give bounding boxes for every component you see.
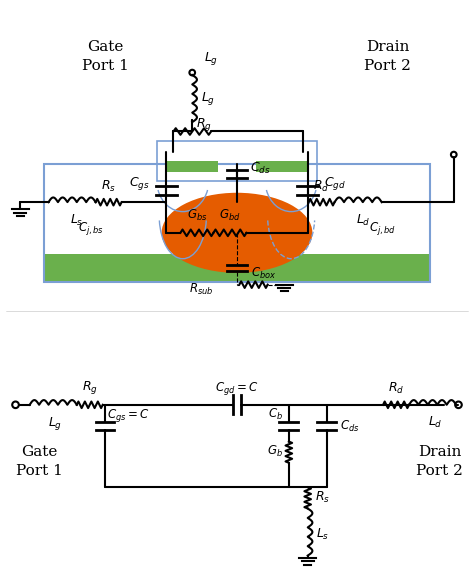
Text: $C_{gs}=C$: $C_{gs}=C$ bbox=[108, 407, 150, 424]
Text: $C_{gd}=C$: $C_{gd}=C$ bbox=[215, 380, 259, 397]
FancyBboxPatch shape bbox=[256, 161, 308, 172]
Text: Port 1: Port 1 bbox=[82, 59, 128, 72]
Text: $C_{box}$: $C_{box}$ bbox=[251, 266, 276, 281]
Text: $L_s$: $L_s$ bbox=[316, 527, 329, 542]
FancyBboxPatch shape bbox=[44, 254, 430, 282]
Text: Port 2: Port 2 bbox=[365, 59, 411, 72]
Text: $C_b$: $C_b$ bbox=[268, 407, 283, 422]
Text: $R_g$: $R_g$ bbox=[196, 116, 212, 133]
Text: $C_{ds}$: $C_{ds}$ bbox=[340, 418, 359, 433]
Text: $L_d$: $L_d$ bbox=[356, 212, 370, 228]
Text: $C_{j,bd}$: $C_{j,bd}$ bbox=[369, 220, 397, 236]
Text: $L_g$: $L_g$ bbox=[204, 50, 218, 67]
Text: $G_{bd}$: $G_{bd}$ bbox=[219, 208, 241, 223]
FancyBboxPatch shape bbox=[166, 161, 218, 172]
Text: $R_{sub}$: $R_{sub}$ bbox=[189, 282, 213, 297]
Text: $G_{bs}$: $G_{bs}$ bbox=[187, 208, 207, 223]
Text: $R_d$: $R_d$ bbox=[312, 179, 329, 193]
Text: $C_{gs}$: $C_{gs}$ bbox=[129, 175, 150, 192]
Text: $L_g$: $L_g$ bbox=[48, 415, 63, 432]
Text: $R_s$: $R_s$ bbox=[315, 490, 330, 505]
Text: $L_s$: $L_s$ bbox=[70, 212, 83, 228]
Text: $C_{j,bs}$: $C_{j,bs}$ bbox=[78, 220, 104, 236]
Text: $G_b$: $G_b$ bbox=[267, 444, 283, 459]
Text: $R_g$: $R_g$ bbox=[82, 379, 98, 396]
Text: $R_s$: $R_s$ bbox=[101, 179, 116, 193]
Text: $C_{ds}$: $C_{ds}$ bbox=[250, 161, 271, 176]
Text: Port 1: Port 1 bbox=[16, 464, 63, 478]
Text: Drain: Drain bbox=[366, 40, 410, 54]
Text: $L_g$: $L_g$ bbox=[201, 90, 215, 107]
Text: Port 2: Port 2 bbox=[416, 464, 463, 478]
FancyBboxPatch shape bbox=[44, 165, 430, 254]
Text: $L_d$: $L_d$ bbox=[428, 415, 442, 430]
Text: Drain: Drain bbox=[418, 445, 461, 459]
Text: Gate: Gate bbox=[87, 40, 123, 54]
Text: $C_{gd}$: $C_{gd}$ bbox=[324, 175, 346, 192]
Text: $R_d$: $R_d$ bbox=[388, 381, 404, 396]
Text: Gate: Gate bbox=[21, 445, 57, 459]
Ellipse shape bbox=[162, 193, 312, 273]
